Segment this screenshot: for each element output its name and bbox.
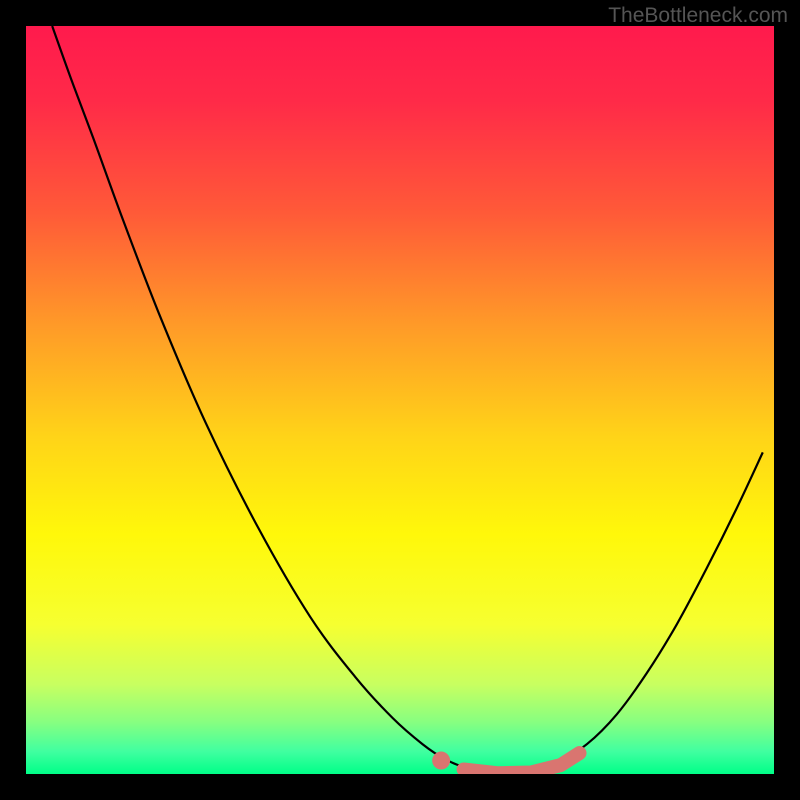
watermark-text: TheBottleneck.com [608,4,788,28]
highlight-segment-group [432,752,579,774]
chart-curve-layer [26,26,774,774]
highlight-dot [432,752,450,770]
highlight-line [464,753,580,773]
bottleneck-curve [52,26,763,772]
plot-area [26,26,774,774]
